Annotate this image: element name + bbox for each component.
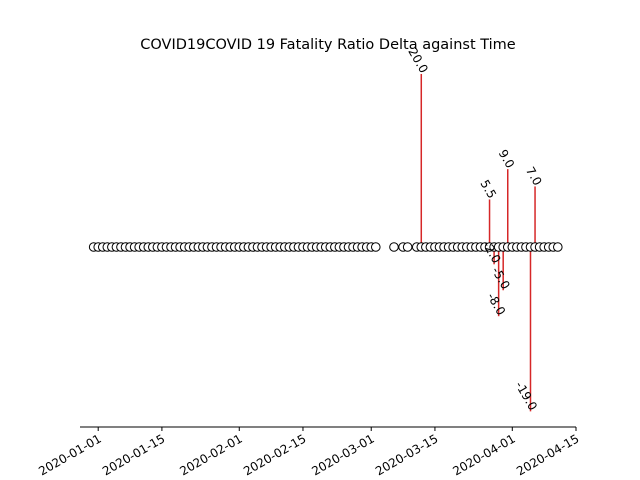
stem-lines — [420, 74, 536, 412]
baseline-marker — [402, 242, 413, 252]
data-label: -8.0 — [484, 290, 508, 317]
baseline-marker — [370, 242, 381, 252]
baseline-marker — [389, 242, 399, 252]
data-labels: 20.05.5-2.0-8.0-5.09.0-19.07.0 — [405, 45, 544, 412]
data-label: 7.0 — [523, 164, 545, 188]
x-tick-label: 2020-04-01 — [450, 431, 517, 478]
x-tick-label: 2020-03-01 — [309, 431, 376, 478]
baseline-marker — [552, 242, 563, 252]
x-tick-label: 2020-02-15 — [241, 431, 308, 478]
x-tick-label: 2020-04-15 — [514, 431, 581, 478]
baseline-markers — [88, 242, 563, 252]
data-label: -5.0 — [489, 264, 513, 291]
x-tick-label: 2020-01-01 — [36, 431, 103, 478]
data-label: -19.0 — [512, 379, 540, 413]
data-label: 9.0 — [496, 147, 518, 171]
chart-title: COVID19COVID 19 Fatality Ratio Delta aga… — [140, 37, 516, 53]
x-tick-label: 2020-01-15 — [100, 431, 167, 478]
x-tick-label: 2020-02-01 — [177, 431, 244, 478]
data-label: 5.5 — [477, 177, 499, 201]
x-tick-label: 2020-03-15 — [373, 431, 440, 478]
